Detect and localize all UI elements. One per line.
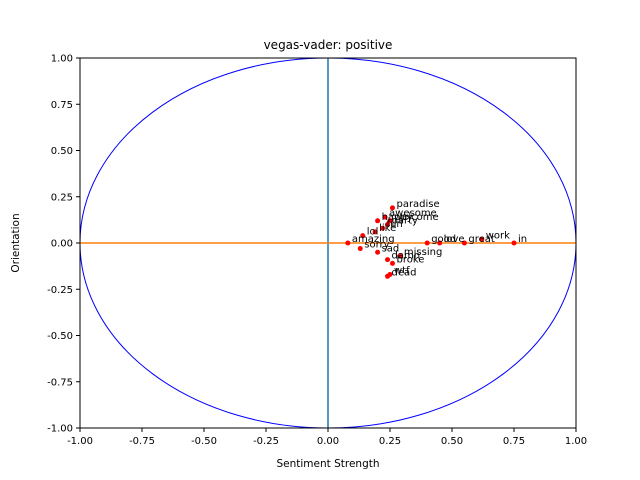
y-tick-label: 0.25 <box>51 192 73 203</box>
y-tick-label: 0.00 <box>51 239 73 250</box>
point-label: dead <box>392 267 417 278</box>
point-label: in <box>518 234 527 245</box>
point-label: amazing <box>352 234 395 245</box>
point-label: sorry <box>364 240 389 251</box>
data-point <box>424 240 430 246</box>
data-point <box>357 246 363 252</box>
y-tick-label: -0.25 <box>47 285 73 296</box>
data-point <box>382 214 388 220</box>
y-axis: -1.00 -0.75 -0.50 -0.25 0.00 0.25 0.50 0.75 1.00 <box>47 54 80 435</box>
point-label: damn <box>392 251 421 262</box>
plot-area: paradiseawesomewelcomehappypartyfunlikel… <box>79 57 577 429</box>
data-point <box>479 236 485 242</box>
x-axis-label: Sentiment Strength <box>276 458 379 470</box>
data-point <box>375 249 381 255</box>
x-tick-label: 0.25 <box>379 436 401 447</box>
data-point <box>397 253 403 259</box>
point-label: party <box>392 216 419 227</box>
data-point <box>345 240 351 246</box>
data-point <box>387 218 393 224</box>
y-tick-label: -1.00 <box>47 424 73 435</box>
point-label: sad <box>382 243 400 254</box>
y-tick-label: 0.50 <box>51 146 73 157</box>
y-tick-label: 1.00 <box>51 54 73 65</box>
y-tick-label: 0.75 <box>51 100 73 111</box>
y-tick-label: -0.75 <box>47 377 73 388</box>
point-label: like <box>379 223 396 234</box>
x-tick-label: -0.50 <box>191 436 217 447</box>
data-point <box>385 273 391 279</box>
point-label: broke <box>396 254 424 265</box>
point-label: great <box>468 234 495 245</box>
point-label: wtf <box>394 265 410 276</box>
x-tick-label: 1.00 <box>565 436 587 447</box>
x-tick-label: -0.25 <box>253 436 279 447</box>
data-point <box>437 240 443 246</box>
point-label: love <box>444 234 465 245</box>
point-label: lol <box>367 227 379 238</box>
y-axis-label: Orientation <box>10 213 22 272</box>
point-label: missing <box>404 247 442 258</box>
data-point <box>380 225 386 231</box>
data-point <box>461 240 467 246</box>
point-label: work <box>486 230 510 241</box>
point-label: happy <box>382 212 413 223</box>
x-tick-label: -0.75 <box>129 436 155 447</box>
x-tick-label: 0.00 <box>317 436 339 447</box>
x-axis: -1.00 -0.75 -0.50 -0.25 0.00 0.25 0.50 0.75 1.00 <box>67 428 587 447</box>
point-label: welcome <box>394 212 439 223</box>
point-label: awesome <box>389 208 437 219</box>
data-point <box>372 229 378 235</box>
y-tick-label: -0.50 <box>47 331 73 342</box>
point-label: paradise <box>396 199 439 210</box>
data-point <box>375 218 381 224</box>
point-label: fun <box>387 219 403 230</box>
data-point <box>389 205 395 211</box>
data-point <box>385 257 391 263</box>
data-point <box>360 233 366 239</box>
data-point <box>389 260 395 266</box>
x-tick-label: 0.75 <box>503 436 525 447</box>
chart-title: vegas-vader: positive <box>264 38 393 52</box>
data-point <box>385 222 391 227</box>
data-point <box>511 240 517 246</box>
x-tick-label: 0.50 <box>441 436 463 447</box>
x-tick-label: -1.00 <box>67 436 93 447</box>
point-label: good <box>431 234 456 245</box>
